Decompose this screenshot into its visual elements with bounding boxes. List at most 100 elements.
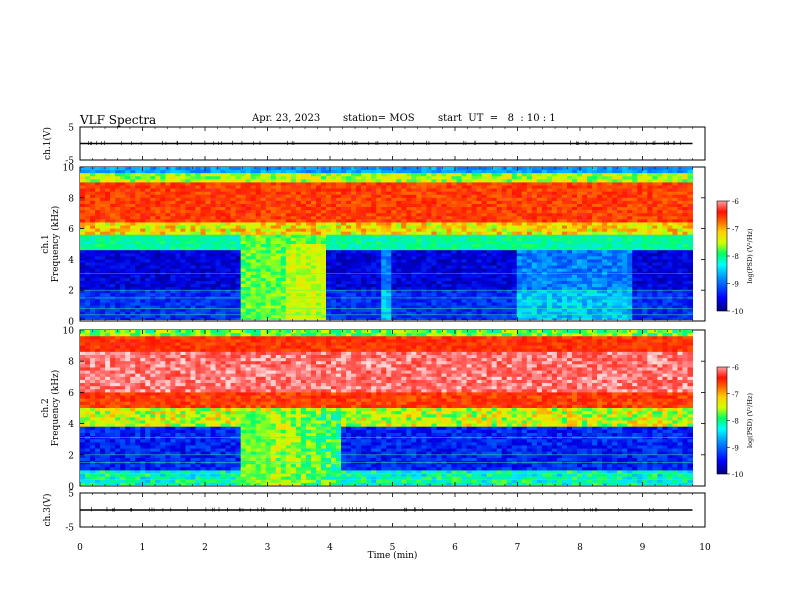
spectrogram-cell: [170, 256, 176, 260]
spectrogram-cell: [376, 253, 382, 257]
spectrogram-cell: [356, 293, 362, 297]
spectrogram-cell: [180, 280, 187, 285]
spectrogram-cell: [541, 170, 548, 174]
spectrogram-cell: [300, 302, 307, 307]
spectrogram-cell: [320, 244, 327, 248]
spectrogram-cell: [496, 237, 503, 242]
spectrogram-cell: [351, 277, 357, 282]
spectrogram-cell: [451, 222, 458, 227]
spectrogram-cell: [456, 213, 463, 217]
spectrogram-cell: [391, 167, 397, 171]
spectrogram-cell: [496, 179, 503, 183]
spectrogram-cell: [260, 234, 267, 239]
spectrogram-cell: [110, 170, 116, 174]
spectrogram-cell: [326, 308, 332, 313]
spectrogram-cell: [361, 197, 367, 202]
spectrogram-cell: [526, 277, 533, 282]
spectrogram-cell: [572, 262, 578, 267]
spectrogram-cell: [521, 188, 528, 193]
spectrogram-cell: [125, 213, 131, 217]
spectrogram-cell: [310, 222, 317, 227]
spectrogram-cell: [506, 262, 513, 267]
spectrogram-cell: [326, 228, 332, 233]
spectrogram-cell: [260, 293, 267, 297]
spectrogram-cell: [351, 210, 357, 214]
spectrogram-cell: [366, 253, 372, 257]
spectrogram-cell: [290, 234, 297, 239]
spectrogram-cell: [546, 290, 553, 294]
spectrogram-cell: [516, 225, 523, 230]
spectrogram-cell: [265, 203, 272, 208]
spectrogram-cell: [215, 317, 222, 320]
spectrogram-cell: [160, 268, 166, 273]
spectrogram-cell: [235, 179, 242, 183]
spectrogram-cell: [270, 194, 277, 199]
spectrogram-cell: [145, 299, 151, 304]
spectrogram-cell: [431, 265, 438, 270]
spectrogram-cell: [120, 314, 126, 319]
spectrogram-cell: [175, 305, 182, 310]
spectrogram-cell: [115, 244, 121, 248]
spectrogram-cell: [305, 308, 312, 313]
spectrogram-cell: [471, 234, 478, 239]
spectrogram-cell: [516, 176, 523, 180]
spectrogram-cell: [376, 237, 382, 242]
spectrogram-cell: [240, 228, 247, 233]
spectrogram-cell: [245, 247, 252, 251]
spectrogram-cell: [346, 170, 352, 174]
spectrogram-cell: [205, 256, 212, 260]
spectrogram-cell: [175, 240, 182, 245]
spectrogram-cell: [290, 311, 297, 316]
spectrogram-cell: [100, 244, 106, 248]
spectrogram-cell: [235, 284, 242, 288]
spectrogram-cell: [155, 225, 161, 230]
spectrogram-cell: [381, 262, 387, 267]
spectrogram-cell: [310, 173, 317, 177]
spectrogram-cell: [200, 274, 207, 279]
spectrogram-cell: [135, 247, 141, 251]
spectrogram-cell: [175, 210, 182, 214]
spectrogram-cell: [577, 170, 583, 174]
spectrogram-cell: [446, 231, 453, 236]
spectrogram-cell: [245, 302, 252, 307]
spectrogram-cell: [265, 170, 272, 174]
spectrogram-cell: [275, 237, 282, 242]
spectrogram-cell: [386, 176, 392, 180]
spectrogram-cell: [210, 185, 217, 190]
spectrogram-cell: [536, 234, 543, 239]
spectrogram-cell: [260, 179, 267, 183]
spectrogram-cell: [250, 222, 257, 227]
spectrogram-cell: [105, 200, 111, 205]
spectrogram-cell: [105, 311, 111, 316]
spectrogram-cell: [235, 305, 242, 310]
spectrogram-cell: [255, 262, 262, 267]
spectrogram-cell: [250, 247, 257, 251]
spectrogram-cell: [421, 216, 428, 220]
spectrogram-cell: [100, 216, 106, 220]
spectrogram-cell: [406, 317, 412, 320]
spectrogram-cell: [90, 228, 96, 233]
spectrogram-cell: [200, 250, 207, 254]
spectrogram-cell: [416, 259, 422, 264]
spectrogram-cell: [170, 277, 176, 282]
spectrogram-cell: [401, 188, 407, 193]
spectrogram-cell: [406, 308, 412, 313]
spectrogram-cell: [511, 234, 518, 239]
spectrogram-cell: [140, 228, 146, 233]
spectrogram-cell: [326, 317, 332, 320]
spectrogram-cell: [195, 191, 202, 196]
spectrogram-cell: [361, 176, 367, 180]
spectrogram-cell: [100, 290, 106, 294]
spectrogram-cell: [541, 302, 548, 307]
spectrogram-cell: [416, 284, 422, 288]
spectrogram-cell: [185, 284, 192, 288]
spectrogram-cell: [466, 314, 473, 319]
spectrogram-cell: [526, 188, 533, 193]
spectrogram-cell: [310, 182, 317, 187]
spectrogram-cell: [386, 216, 392, 220]
spectrogram-cell: [235, 210, 242, 214]
spectrogram-cell: [526, 191, 533, 196]
spectrogram-cell: [140, 194, 146, 199]
spectrogram-cell: [165, 176, 171, 180]
spectrogram-cell: [406, 173, 412, 177]
